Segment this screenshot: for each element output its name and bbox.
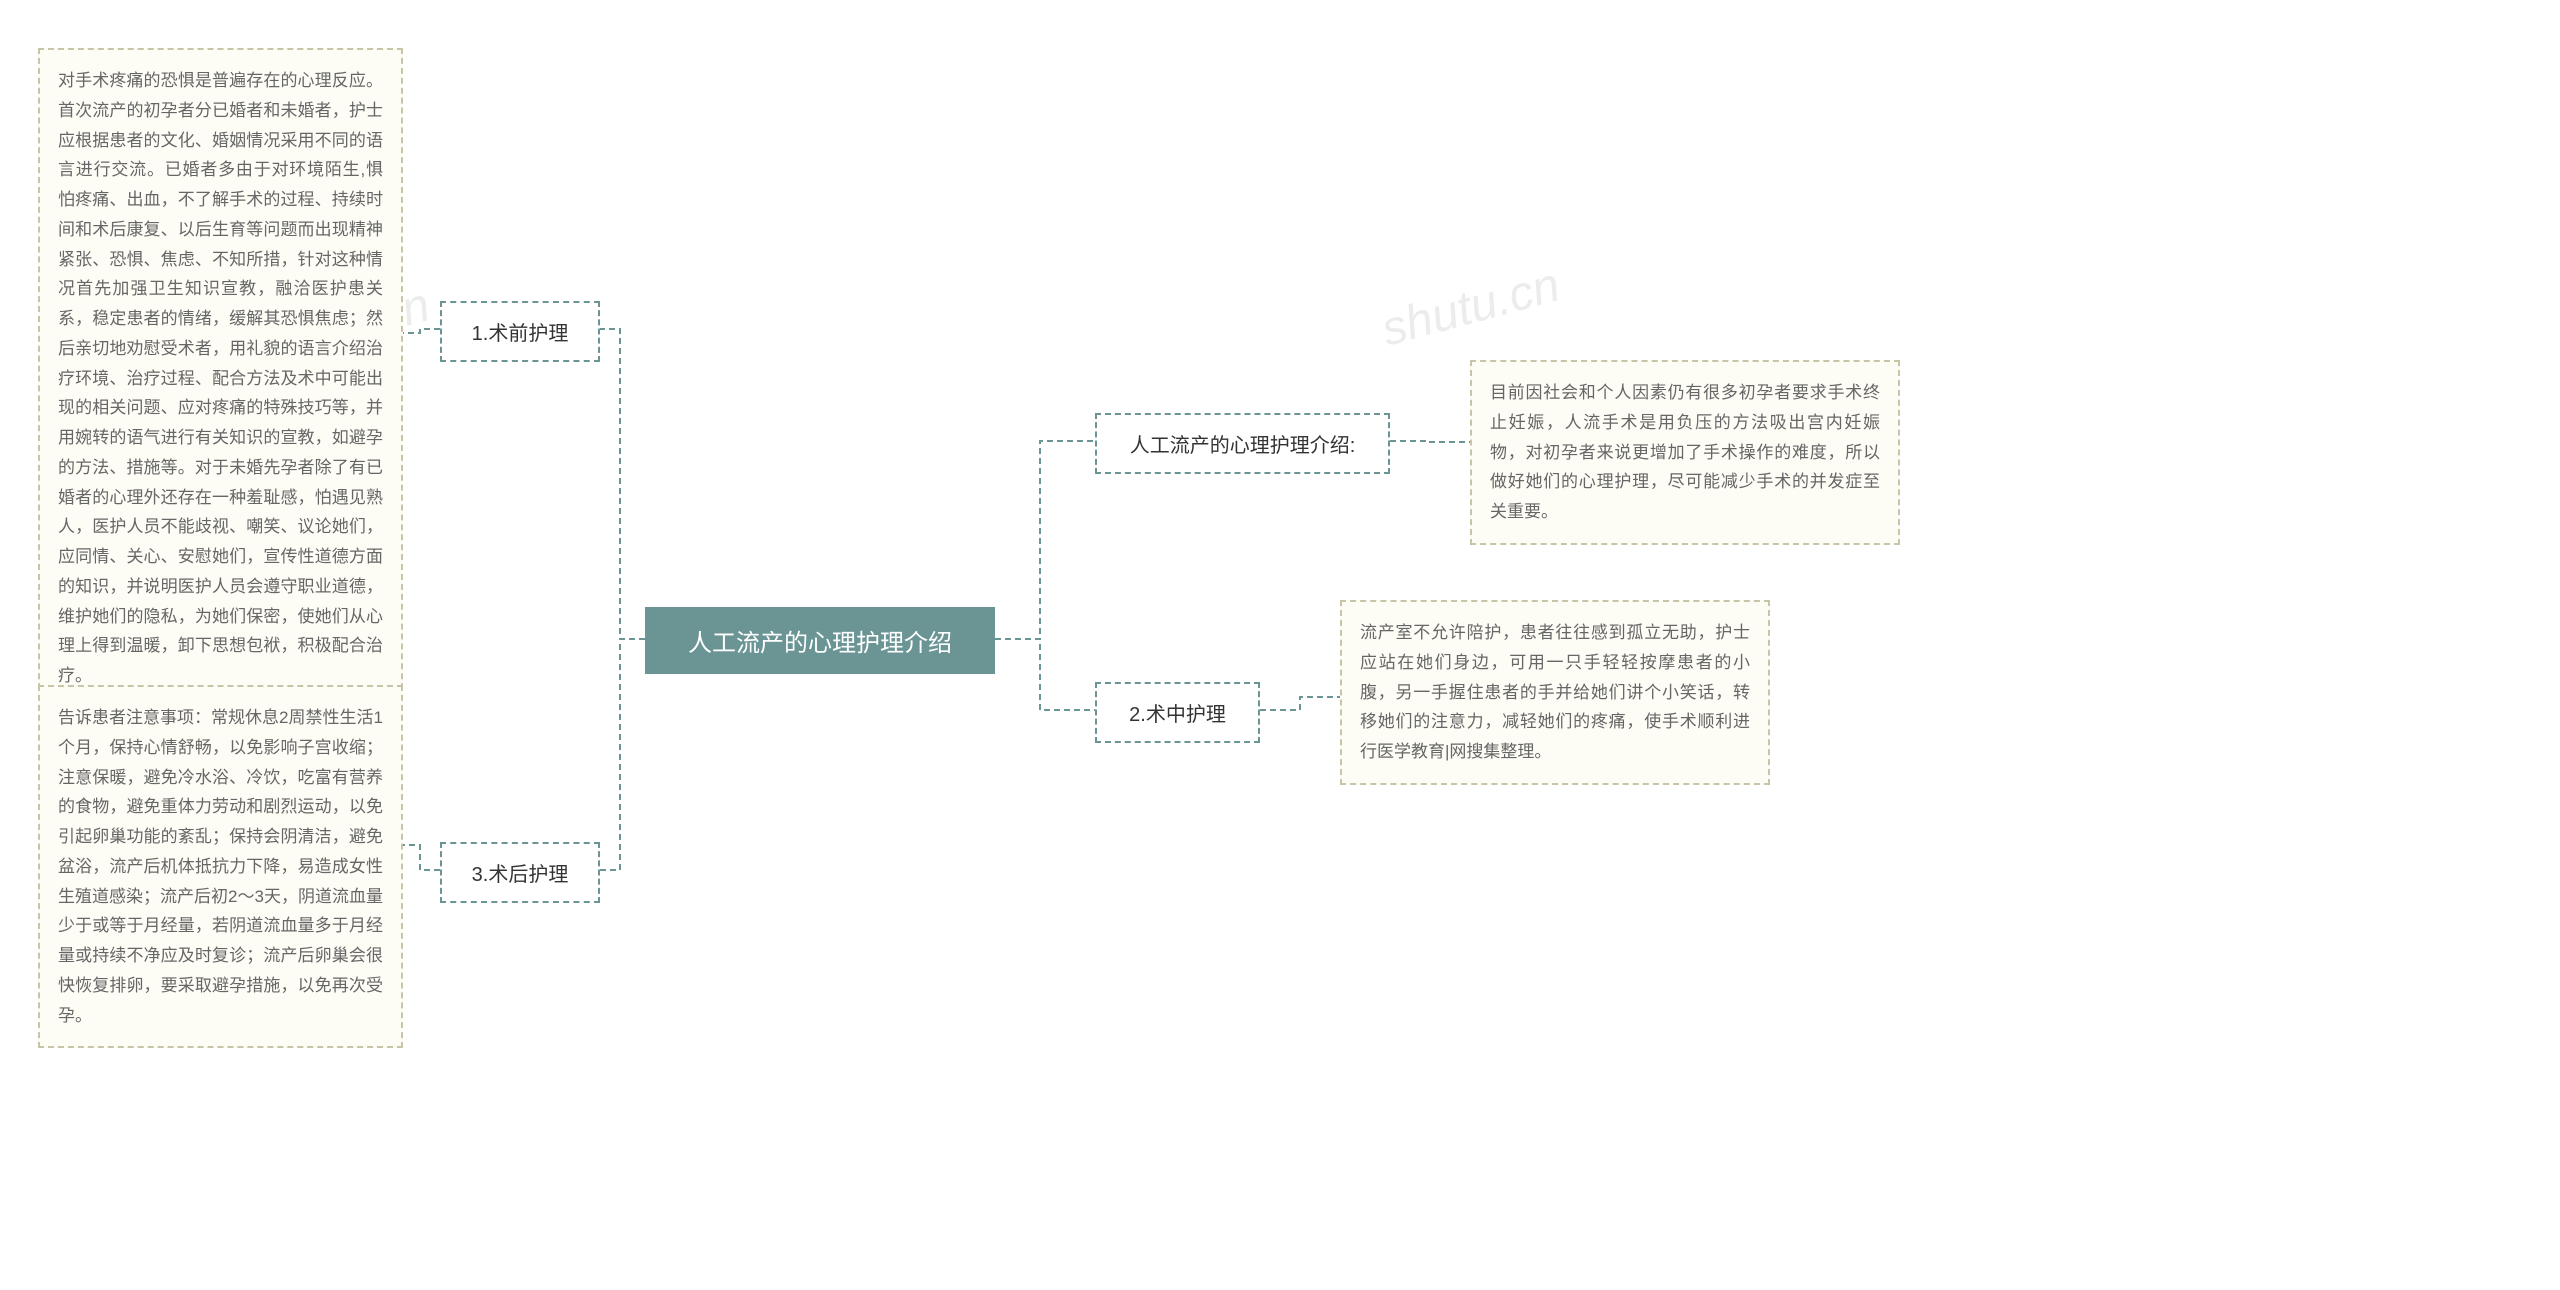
center-node: 人工流产的心理护理介绍 [645,607,995,674]
branch-intro: 人工流产的心理护理介绍: [1095,413,1390,474]
leaf-preop: 对手术疼痛的恐惧是普遍存在的心理反应。首次流产的初孕者分已婚者和未婚者，护士应根… [38,48,403,709]
leaf-postop: 告诉患者注意事项：常规休息2周禁性生活1个月，保持心情舒畅，以免影响子宫收缩；注… [38,685,403,1048]
watermark: shutu.cn [1376,257,1566,357]
branch-intraop-label: 2.术中护理 [1129,704,1226,726]
branch-intro-label: 人工流产的心理护理介绍: [1130,435,1356,457]
leaf-intro-text: 目前因社会和个人因素仍有很多初孕者要求手术终止妊娠，人流手术是用负压的方法吸出宫… [1490,383,1880,521]
center-title: 人工流产的心理护理介绍 [688,630,952,657]
branch-preop: 1.术前护理 [440,301,600,362]
branch-preop-label: 1.术前护理 [472,323,569,345]
branch-intraop: 2.术中护理 [1095,682,1260,743]
leaf-postop-text: 告诉患者注意事项：常规休息2周禁性生活1个月，保持心情舒畅，以免影响子宫收缩；注… [58,708,383,1025]
leaf-intraop-text: 流产室不允许陪护，患者往往感到孤立无助，护士应站在她们身边，可用一只手轻轻按摩患… [1360,623,1750,761]
branch-postop: 3.术后护理 [440,842,600,903]
branch-postop-label: 3.术后护理 [472,864,569,886]
leaf-preop-text: 对手术疼痛的恐惧是普遍存在的心理反应。首次流产的初孕者分已婚者和未婚者，护士应根… [58,71,383,685]
leaf-intraop: 流产室不允许陪护，患者往往感到孤立无助，护士应站在她们身边，可用一只手轻轻按摩患… [1340,600,1770,785]
leaf-intro: 目前因社会和个人因素仍有很多初孕者要求手术终止妊娠，人流手术是用负压的方法吸出宫… [1470,360,1900,545]
